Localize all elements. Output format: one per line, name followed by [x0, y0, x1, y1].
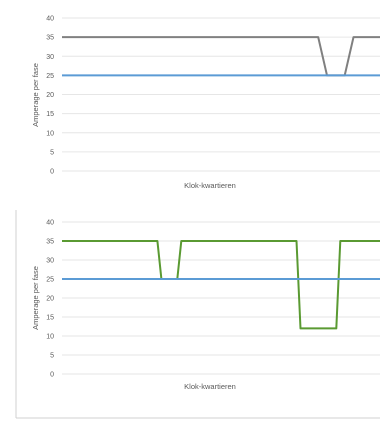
y-tick-label: 35 [46, 35, 54, 42]
y-tick-label: 5 [50, 149, 54, 156]
y-tick-label: 30 [46, 54, 54, 61]
y-tick-label: 0 [50, 372, 54, 379]
y-tick-label: 30 [46, 258, 54, 265]
y-tick-label: 15 [46, 315, 54, 322]
y-tick-label: 0 [50, 169, 54, 176]
y-axis-title: Amperage per fase [31, 63, 40, 127]
chart-bottom: Amperage per fase Klok-kwartieren 0 5 10 15… [31, 220, 380, 391]
x-axis-title: Klok-kwartieren [184, 181, 236, 190]
y-tick-label: 15 [46, 111, 54, 118]
y-tick-label: 25 [46, 277, 54, 284]
x-axis-title: Klok-kwartieren [184, 382, 236, 391]
y-tick-label: 20 [46, 92, 54, 99]
y-tick-label: 25 [46, 73, 54, 80]
chart-top: Amperage per fase Klok-kwartieren 0 5 10 15… [31, 16, 380, 190]
y-tick-label: 10 [46, 334, 54, 341]
series-line [62, 240, 380, 330]
y-axis-title: Amperage per fase [31, 266, 40, 330]
y-tick-label: 5 [50, 353, 54, 360]
y-tick-label: 40 [46, 220, 54, 227]
y-tick-label: 10 [46, 130, 54, 137]
y-tick-label: 40 [46, 16, 54, 23]
y-tick-label: 20 [46, 296, 54, 303]
y-tick-label: 35 [46, 239, 54, 246]
